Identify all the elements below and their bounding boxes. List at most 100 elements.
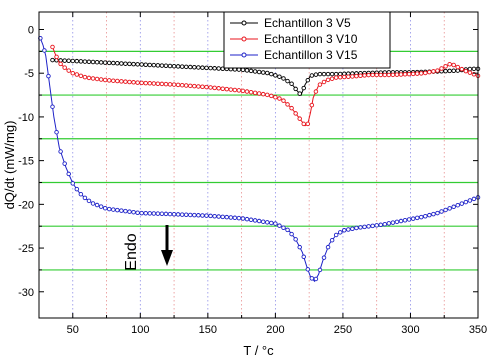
data-point: [75, 59, 79, 63]
data-point: [136, 63, 140, 67]
data-point: [225, 87, 229, 91]
data-point: [193, 213, 197, 217]
data-point: [205, 214, 209, 218]
data-point: [359, 226, 363, 230]
data-point: [355, 74, 359, 78]
data-point: [111, 61, 115, 65]
data-point: [107, 207, 111, 211]
data-point: [116, 79, 120, 83]
data-point: [310, 74, 314, 78]
data-point: [298, 117, 302, 121]
data-point: [79, 192, 83, 196]
data-point: [140, 81, 144, 85]
data-point: [128, 80, 132, 84]
data-point: [464, 200, 468, 204]
data-point: [197, 66, 201, 70]
data-point: [188, 213, 192, 217]
data-point: [213, 86, 217, 90]
data-point: [419, 215, 423, 219]
data-point: [99, 78, 103, 82]
data-point: [444, 69, 448, 73]
data-point: [116, 208, 120, 212]
data-point: [265, 71, 269, 75]
data-point: [205, 85, 209, 89]
data-point: [334, 76, 338, 80]
data-point: [164, 64, 168, 68]
data-point: [411, 217, 415, 221]
data-point: [128, 210, 132, 214]
data-point: [424, 71, 428, 75]
data-point: [253, 91, 257, 95]
data-point: [241, 68, 245, 72]
data-point: [395, 220, 399, 224]
data-point: [472, 197, 476, 201]
data-point: [347, 228, 351, 232]
data-point: [144, 81, 148, 85]
data-point: [342, 75, 346, 79]
data-point: [237, 89, 241, 93]
data-point: [383, 73, 387, 77]
data-point: [253, 219, 257, 223]
data-point: [140, 63, 144, 67]
data-point: [282, 226, 286, 230]
data-point: [355, 226, 359, 230]
data-point: [411, 72, 415, 76]
data-point: [249, 218, 253, 222]
data-point: [436, 69, 440, 73]
data-point: [395, 73, 399, 77]
data-point: [197, 85, 201, 89]
data-point: [209, 66, 213, 70]
data-point: [79, 74, 83, 78]
data-point: [270, 94, 274, 98]
data-point: [87, 199, 91, 203]
data-point: [176, 65, 180, 69]
data-point: [310, 103, 314, 107]
data-point: [124, 209, 128, 213]
legend-label: Echantillon 3 V10: [264, 32, 358, 46]
data-point: [156, 212, 160, 216]
data-point: [403, 73, 407, 77]
endo-annotation: Endo: [123, 225, 173, 271]
data-point: [184, 213, 188, 217]
data-point: [59, 62, 63, 66]
data-point: [209, 214, 213, 218]
legend: Echantillon 3 V5Echantillon 3 V10Echanti…: [224, 12, 390, 68]
data-point: [298, 92, 302, 96]
data-point: [440, 67, 444, 71]
data-point: [265, 221, 269, 225]
data-point: [103, 78, 107, 82]
data-point: [221, 87, 225, 91]
x-tick-label: 250: [334, 324, 352, 336]
data-point: [124, 62, 128, 66]
data-point: [229, 216, 233, 220]
data-point: [55, 130, 59, 134]
data-point: [278, 224, 282, 228]
data-point: [184, 84, 188, 88]
data-point: [128, 62, 132, 66]
data-point: [338, 231, 342, 235]
data-point: [265, 93, 269, 97]
data-point: [290, 106, 294, 110]
data-point: [468, 71, 472, 75]
data-point: [75, 187, 79, 191]
data-point: [120, 80, 124, 84]
data-point: [95, 60, 99, 64]
data-point: [371, 73, 375, 77]
data-point: [168, 83, 172, 87]
data-point: [399, 219, 403, 223]
data-point: [448, 62, 452, 66]
x-tick-label: 200: [266, 324, 284, 336]
data-point: [415, 72, 419, 76]
data-point: [298, 245, 302, 249]
data-point: [51, 105, 55, 109]
data-point: [245, 90, 249, 94]
data-point: [197, 214, 201, 218]
data-point: [428, 213, 432, 217]
data-point: [124, 80, 128, 84]
data-point: [172, 212, 176, 216]
legend-swatch-marker: [242, 53, 246, 57]
data-point: [160, 64, 164, 68]
data-point: [387, 73, 391, 77]
data-point: [180, 65, 184, 69]
data-point: [407, 218, 411, 222]
